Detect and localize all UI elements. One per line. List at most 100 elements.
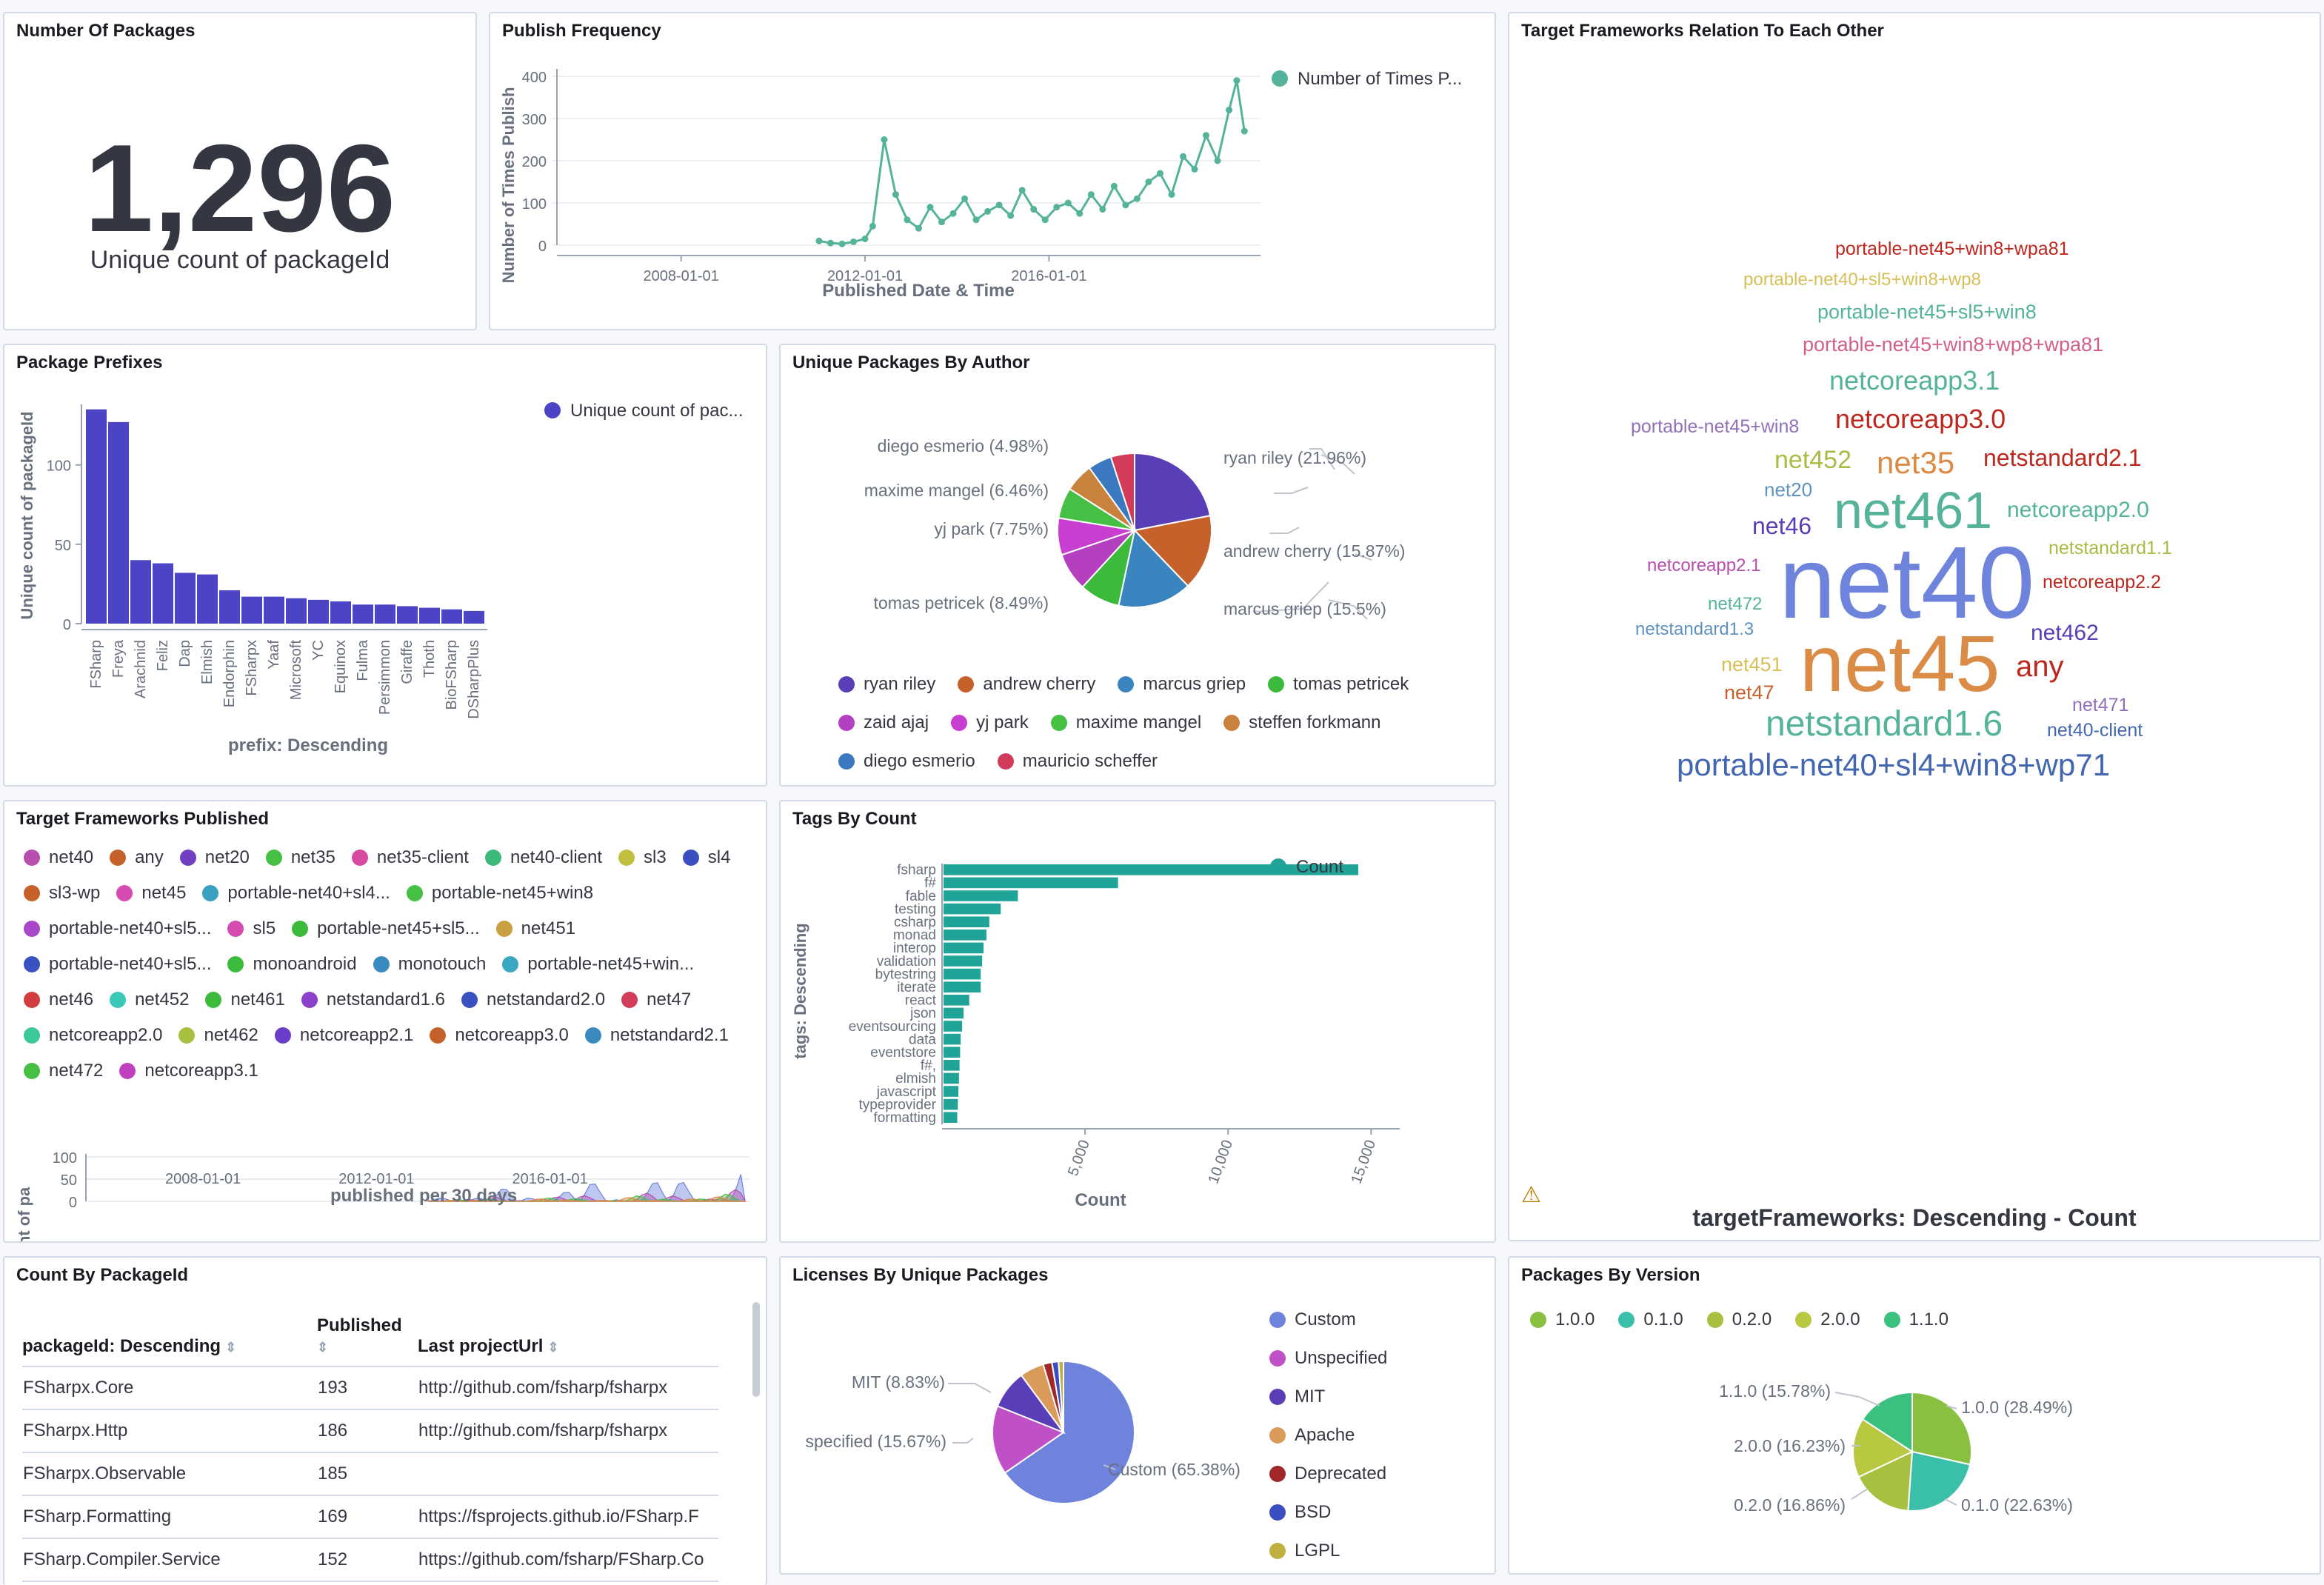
legend-item[interactable]: 2.0.0 (1795, 1309, 1860, 1330)
tag-cloud-word[interactable]: portable-net45+sl5+win8 (1817, 301, 2037, 323)
bar[interactable] (944, 1007, 964, 1019)
tag-cloud-word[interactable]: net20 (1764, 478, 1813, 501)
cell-projecturl[interactable]: https://github.com/fsharp/FSharp.Co (418, 1538, 718, 1582)
bar[interactable] (397, 606, 418, 624)
legend-item[interactable]: net45 (116, 883, 186, 903)
cell-projecturl[interactable]: http://github.com/fsharp/fsharpx (418, 1409, 718, 1453)
tag-cloud-word[interactable]: portable-net40+sl5+win8+wp8 (1743, 270, 1981, 290)
bar[interactable] (944, 1098, 958, 1110)
publish-frequency-chart[interactable]: Number of Times Publish Published Date &… (490, 13, 1496, 330)
data-point[interactable] (1041, 216, 1049, 224)
legend-item[interactable]: net452 (110, 990, 189, 1010)
bar[interactable] (944, 1047, 961, 1058)
tag-cloud-word[interactable]: net451 (1721, 653, 1783, 675)
legend-item[interactable]: tomas petricek (1268, 674, 1409, 695)
data-point[interactable] (1156, 170, 1163, 177)
bar[interactable] (175, 573, 196, 624)
data-point[interactable] (827, 239, 834, 247)
tag-cloud-word[interactable]: portable-net40+sl4+win8+wp71 (1677, 747, 2110, 782)
data-point[interactable] (1076, 210, 1083, 217)
legend-item[interactable]: 1.1.0 (1883, 1309, 1949, 1330)
warning-icon[interactable]: ⚠ (1521, 1183, 1541, 1207)
legend-item[interactable]: marcus griep (1118, 674, 1246, 695)
legend-item[interactable]: net20 (179, 847, 250, 867)
tag-cloud-word[interactable]: net47 (1724, 681, 1774, 704)
legend-item[interactable]: 1.0.0 (1530, 1309, 1595, 1330)
tag-cloud-word[interactable]: net40-client (2047, 720, 2143, 741)
bar[interactable] (308, 599, 329, 624)
bar[interactable] (464, 610, 484, 624)
pie-slice[interactable] (1058, 1360, 1064, 1433)
pie-slice[interactable] (1861, 1391, 1913, 1453)
cell-projecturl[interactable] (418, 1452, 718, 1496)
legend-item[interactable]: net40 (24, 847, 93, 867)
version-pie-chart[interactable]: 1.0.0 (28.49%) 0.1.0 (22.63%) 0.2.0 (16.… (1509, 1258, 2321, 1575)
bar[interactable] (353, 604, 373, 624)
table-scrollbar[interactable] (752, 1302, 760, 1397)
legend-label[interactable]: Count (1296, 857, 1343, 877)
bar[interactable] (330, 601, 351, 624)
legend-item[interactable]: 0.1.0 (1618, 1309, 1683, 1330)
bar[interactable] (944, 877, 1118, 889)
legend-item[interactable]: steffen forkmann (1223, 713, 1380, 733)
pie-slice[interactable] (1857, 1450, 1914, 1512)
table-row[interactable]: FSharp.Formatting 169 https://fsprojects.g… (22, 1495, 718, 1539)
legend-item[interactable]: ryan riley (838, 674, 935, 695)
legend-item[interactable]: netcoreapp3.1 (119, 1061, 258, 1081)
legend-item[interactable]: net462 (178, 1025, 258, 1045)
data-point[interactable] (926, 204, 934, 211)
tag-cloud-word[interactable]: net46 (1752, 513, 1812, 539)
legend-item[interactable]: 0.2.0 (1706, 1309, 1772, 1330)
pie-slice[interactable] (1109, 452, 1135, 531)
bar[interactable] (944, 890, 1018, 901)
bar[interactable] (944, 1033, 961, 1045)
data-point[interactable] (961, 195, 969, 202)
cell-projecturl[interactable]: http://github.com/fsharp/fsharpx (418, 1367, 718, 1410)
tag-cloud-word[interactable]: net471 (2072, 695, 2129, 715)
data-point[interactable] (1133, 195, 1141, 202)
data-point[interactable] (838, 240, 846, 247)
legend-item[interactable]: netstandard2.1 (584, 1025, 729, 1045)
legend-item[interactable]: Unspecified (1269, 1348, 1387, 1369)
bar[interactable] (264, 596, 284, 624)
legend-item[interactable]: netcoreapp2.1 (274, 1025, 413, 1045)
legend-item[interactable]: Apache (1269, 1425, 1387, 1446)
bar[interactable] (944, 1072, 959, 1084)
table-row[interactable]: FSharpx.Core 193 http://github.com/fsharp/… (22, 1367, 718, 1410)
data-point[interactable] (1099, 206, 1106, 213)
data-point[interactable] (1087, 191, 1095, 198)
data-point[interactable] (1226, 107, 1233, 114)
data-point[interactable] (972, 216, 980, 224)
table-row[interactable]: FSharpx.Observable 185 (22, 1452, 718, 1496)
pie-slice[interactable] (1911, 1391, 1972, 1466)
legend-item[interactable]: net451 (495, 918, 575, 938)
legend-item[interactable]: net461 (205, 990, 285, 1010)
pie-slice[interactable] (992, 1405, 1066, 1474)
data-point[interactable] (1122, 201, 1129, 209)
legend-item[interactable]: Custom (1269, 1309, 1387, 1330)
data-point[interactable] (881, 136, 888, 143)
legend-item[interactable]: netcoreapp3.0 (430, 1025, 569, 1045)
legend-item[interactable]: net47 (621, 990, 691, 1010)
tag-cloud-word[interactable]: netcoreapp2.0 (2007, 498, 2149, 522)
data-point[interactable] (984, 207, 992, 215)
tag-cloud-word[interactable]: net452 (1774, 446, 1851, 474)
legend-label[interactable]: Number of Times P... (1298, 69, 1462, 89)
cell-projecturl[interactable]: https://fsprojects.github.io/FSharp.F (418, 1495, 718, 1539)
data-point[interactable] (815, 237, 823, 244)
legend-item[interactable]: netstandard2.0 (461, 990, 605, 1010)
legend-item[interactable]: portable-net40+sl4... (202, 883, 390, 903)
bar[interactable] (441, 609, 462, 624)
data-point[interactable] (1203, 132, 1210, 139)
bar[interactable] (944, 903, 1001, 915)
bar[interactable] (944, 864, 1359, 875)
legend-item[interactable]: monotouch (373, 954, 486, 974)
pie-slice[interactable] (1134, 452, 1212, 532)
legend-item[interactable]: net40-client (484, 847, 602, 867)
bar[interactable] (219, 590, 240, 624)
data-point[interactable] (1018, 187, 1026, 194)
column-header-packageid[interactable]: packageId: Descending ⇕ (22, 1309, 317, 1367)
data-point[interactable] (861, 235, 869, 242)
data-point[interactable] (938, 218, 945, 226)
legend-item[interactable]: net472 (24, 1061, 103, 1081)
